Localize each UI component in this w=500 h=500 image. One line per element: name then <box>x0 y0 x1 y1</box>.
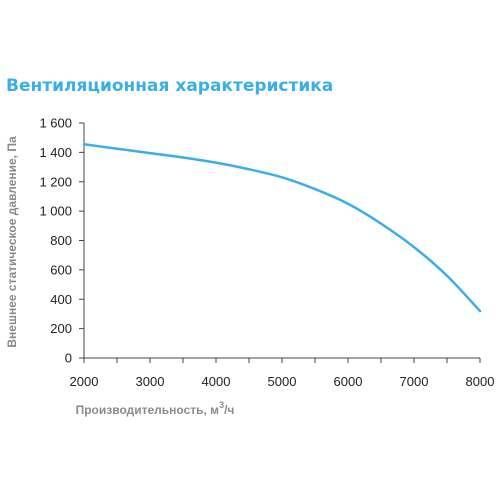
x-axis-title: Производительность, м3/ч <box>76 400 235 417</box>
x-tick-label: 4000 <box>202 374 231 389</box>
y-tick-label: 1 600 <box>39 116 72 131</box>
x-axis-title-sup: 3 <box>219 400 224 410</box>
x-tick-label: 8000 <box>466 374 495 389</box>
y-tick-label: 1 400 <box>39 145 72 160</box>
x-axis-title-main: Производительность, м <box>76 403 220 417</box>
y-tick-label: 600 <box>50 262 72 277</box>
y-tick-label: 800 <box>50 233 72 248</box>
x-tick-label: 2000 <box>70 374 99 389</box>
y-tick-label: 1 000 <box>39 204 72 219</box>
x-axis: 2000 3000 4000 5000 6000 7000 8000 <box>70 357 495 389</box>
chart-title: Вентиляционная характеристика <box>6 76 334 96</box>
y-axis: 0 200 400 600 800 1 000 1 200 1 400 1 600 <box>39 116 85 366</box>
y-tick-label: 1 200 <box>39 174 72 189</box>
series-layer <box>82 143 482 313</box>
x-tick-label: 3000 <box>136 374 165 389</box>
x-tick-label: 5000 <box>268 374 297 389</box>
x-tick-label: 7000 <box>400 374 429 389</box>
x-tick-label: 6000 <box>334 374 363 389</box>
y-axis-title: Внешнее статическое давление, Па <box>5 136 19 348</box>
x-axis-title-tail: /ч <box>224 403 234 417</box>
series-line <box>82 143 482 313</box>
y-tick-label: 200 <box>50 321 72 336</box>
y-tick-label: 0 <box>65 351 72 366</box>
y-tick-label: 400 <box>50 292 72 307</box>
